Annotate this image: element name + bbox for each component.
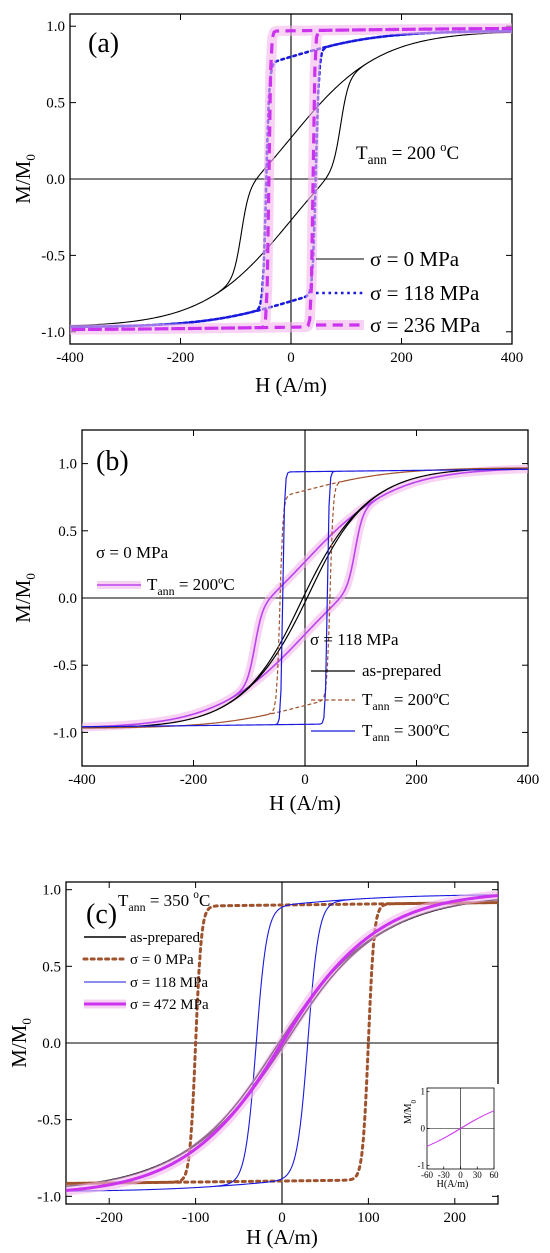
series-line (82, 468, 528, 728)
inset-x-axis-label: H(A/m) (437, 1179, 469, 1190)
x-axis-label: H (A/m) (246, 1225, 318, 1249)
y-tick-label: 0.0 (42, 1036, 61, 1052)
series-line (82, 467, 528, 729)
x-tick-label: -400 (68, 772, 96, 788)
legend-entry: as-prepared (130, 930, 200, 946)
x-tick-label: -200 (95, 1210, 123, 1226)
annealing-annotation: Tann = 350 oC (118, 889, 210, 914)
y-tick-label: 0.5 (42, 959, 61, 975)
inset-x-tick-label: -60 (421, 1170, 433, 1180)
panel-b: -400 -200 0 200 400 -1.0 -0.5 0.0 0.5 1.0 (b) σ = 0… (11, 429, 540, 815)
series-line (66, 901, 498, 1185)
x-tick-label: 0 (278, 1210, 286, 1226)
y-tick-label: -1.0 (37, 1189, 61, 1205)
legend-group-title: σ = 118 MPa (310, 630, 399, 649)
y-tick-label: 0.0 (46, 172, 65, 188)
legend-entry: Tann = 300ºC (362, 721, 450, 744)
inset-y-axis-label: M/M0 (403, 1099, 418, 1124)
y-tick-label: 0.5 (46, 96, 65, 112)
x-tick-label: 400 (517, 772, 540, 788)
inset-x-tick-label: 30 (473, 1170, 483, 1180)
panel-label: (c) (86, 899, 117, 930)
x-axis-label: H (A/m) (269, 791, 341, 815)
y-axis-label: M/M0 (11, 573, 38, 623)
y-tick-label: -1.0 (41, 325, 65, 341)
series-line (70, 26, 512, 332)
y-axis-label: M/M0 (7, 1018, 34, 1068)
legend-entry: Tann = 200ºC (362, 690, 450, 713)
y-axis-label: M/M0 (11, 154, 38, 204)
series-line (70, 31, 512, 327)
y-tick-label: 0.5 (58, 524, 77, 540)
x-tick-label: -200 (167, 350, 195, 366)
x-tick-label: -200 (180, 772, 208, 788)
x-tick-label: 0 (301, 772, 309, 788)
inset-x-tick-label: 0 (458, 1170, 463, 1180)
inset-chart: -60 -30 0 30 60 -1 0 1 H(A/m) M/M0 (403, 1087, 499, 1190)
x-tick-label: -400 (56, 350, 84, 366)
x-tick-label: 200 (405, 772, 428, 788)
panel-c: -200 -100 0 100 200-1.0-0.50.00.51.0(c) Tann … (7, 881, 500, 1249)
series-line (66, 894, 498, 1192)
series-line (66, 894, 498, 1192)
y-tick-label: -0.5 (37, 1113, 61, 1129)
y-tick-label: -1.0 (53, 725, 77, 741)
legend-entry: σ = 0 MPa (370, 247, 460, 271)
legend-entry: σ = 118 MPa (130, 975, 208, 991)
legend-entry: as-prepared (362, 661, 442, 680)
x-axis-label: H (A/m) (255, 373, 327, 397)
annealing-annotation: Tann = 200 oC (356, 140, 459, 167)
x-tick-label: 400 (501, 350, 524, 366)
y-tick-label: 0.0 (58, 591, 77, 607)
legend-entry: σ = 472 MPa (130, 997, 209, 1013)
x-tick-label: 200 (390, 350, 413, 366)
panel-label: (a) (88, 28, 119, 59)
legend-entry: σ = 0 MPa (130, 952, 194, 968)
x-tick-label: 200 (444, 1210, 467, 1226)
series-line (82, 467, 528, 729)
inset-y-tick-label: 0 (421, 1124, 426, 1134)
inset-x-tick-label: -30 (438, 1170, 450, 1180)
x-tick-label: 100 (357, 1210, 380, 1226)
inset-series-line (427, 1110, 494, 1147)
y-tick-label: 1.0 (46, 19, 65, 35)
panel-label: (b) (96, 446, 129, 477)
inset-x-tick-label: 60 (490, 1170, 500, 1180)
x-tick-label: -100 (182, 1210, 210, 1226)
series-line (82, 468, 528, 728)
y-tick-label: -0.5 (53, 658, 77, 674)
legend-group-title: σ = 0 MPa (96, 543, 169, 562)
y-tick-label: -0.5 (41, 248, 65, 264)
inset-y-tick-label: -1 (418, 1160, 426, 1170)
legend-entry: Tann = 200ºC (147, 575, 235, 598)
legend-entry: σ = 236 MPa (370, 313, 481, 337)
inset-y-tick-label: 1 (421, 1087, 426, 1097)
y-tick-label: 1.0 (42, 883, 61, 899)
series-line (70, 29, 512, 329)
y-tick-label: 1.0 (58, 457, 77, 473)
legend-entry: σ = 118 MPa (370, 281, 480, 305)
panel-a: -400 -200 0 200 400 -1.0 -0.5 0.0 0.5 1.0 (a) Tann … (11, 13, 524, 397)
x-tick-label: 0 (287, 350, 295, 366)
